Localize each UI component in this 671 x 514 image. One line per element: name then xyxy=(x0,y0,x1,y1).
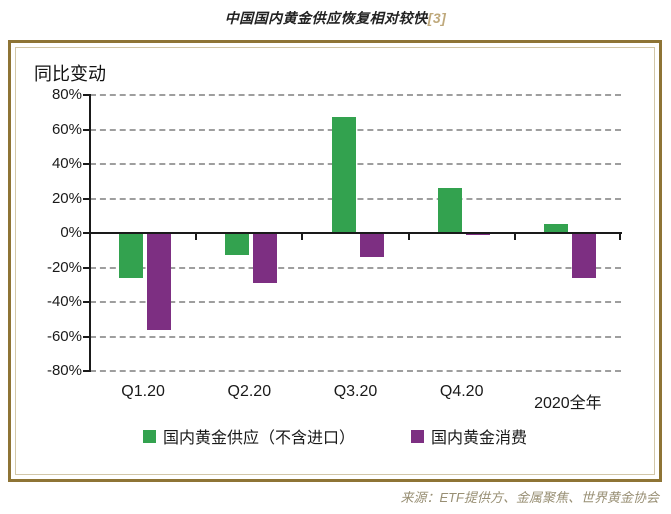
y-axis-label-60%: 60% xyxy=(51,120,82,138)
gridline-20 xyxy=(90,197,621,200)
legend-label-consumption: 国内黄金消费 xyxy=(431,430,528,447)
gridline--20 xyxy=(90,266,621,269)
gridline-80 xyxy=(90,94,621,96)
x-axis-line xyxy=(89,232,622,234)
x-axis-tick xyxy=(407,233,410,240)
bar-supply-2020全年 xyxy=(543,224,568,233)
x-axis-tick xyxy=(619,233,621,240)
bar-supply-Q2.20 xyxy=(225,233,250,256)
legend: 国内黄金供应（不含进口） 国内黄金消费 xyxy=(8,424,662,448)
gridline--60 xyxy=(90,335,621,338)
gridline-40 xyxy=(90,163,621,165)
gridline--80 xyxy=(90,370,621,372)
x-axis-label-Q4.20: Q4.20 xyxy=(439,383,484,400)
legend-item-consumption: 国内黄金消费 xyxy=(411,424,527,448)
y-axis-tick xyxy=(83,335,89,338)
y-axis-label--20%: -20% xyxy=(46,258,82,276)
x-axis-label-Q3.20: Q3.20 xyxy=(333,383,378,400)
plot-area: Q1.20 Q2.20 Q3.20 Q4.20 2020全年 xyxy=(83,94,622,412)
gridline-60 xyxy=(90,128,621,131)
legend-swatch-consumption xyxy=(411,429,424,443)
bar-supply-Q1.20 xyxy=(119,233,144,278)
y-axis-label-20%: 20% xyxy=(51,189,82,207)
bar-consumption-2020全年 xyxy=(571,233,596,278)
bar-supply-Q3.20 xyxy=(331,117,356,233)
chart-title: 中国国内黄金供应恢复相对较快[3] xyxy=(0,8,671,28)
y-axis-label-80%: 80% xyxy=(51,86,82,103)
x-axis-label-Q2.20: Q2.20 xyxy=(227,383,272,400)
bar-consumption-Q3.20 xyxy=(359,233,384,258)
legend-item-supply: 国内黄金供应（不含进口） xyxy=(142,424,355,448)
x-axis-label-2020全年: 2020全年 xyxy=(534,395,602,412)
bar-consumption-Q2.20 xyxy=(253,233,278,284)
y-axis-tick xyxy=(83,94,89,96)
bar-supply-Q4.20 xyxy=(437,188,462,233)
y-axis-tick xyxy=(83,266,89,269)
source-note: 来源：ETF提供方、金属聚焦、世界黄金协会 xyxy=(400,490,659,505)
legend-label-supply: 国内黄金供应（不含进口） xyxy=(162,430,355,447)
x-axis-tick xyxy=(195,233,198,240)
x-axis-tick xyxy=(301,233,304,240)
bar-consumption-Q1.20 xyxy=(147,233,172,330)
chart-title-reference: [3] xyxy=(427,10,447,26)
x-axis-tick xyxy=(513,233,516,240)
y-axis-tick xyxy=(83,301,89,303)
legend-swatch-supply xyxy=(142,429,156,443)
y-axis-line xyxy=(89,94,91,372)
gridline--40 xyxy=(90,301,621,303)
y-axis-tick xyxy=(83,197,89,200)
y-axis-tick xyxy=(83,128,89,131)
y-axis-title: 同比变动 xyxy=(34,64,106,84)
x-axis-label-Q1.20: Q1.20 xyxy=(121,383,165,400)
y-axis-label-0%: 0% xyxy=(60,224,82,241)
y-axis-tick xyxy=(83,370,89,372)
y-axis-label--80%: -80% xyxy=(46,362,82,379)
y-axis-tick xyxy=(83,163,89,165)
y-axis-label--40%: -40% xyxy=(46,293,82,310)
chart-title-text: 中国国内黄金供应恢复相对较快 xyxy=(224,10,428,26)
y-axis-tick xyxy=(83,232,89,234)
y-axis-label-40%: 40% xyxy=(51,155,82,172)
y-axis-label--60%: -60% xyxy=(46,327,82,345)
